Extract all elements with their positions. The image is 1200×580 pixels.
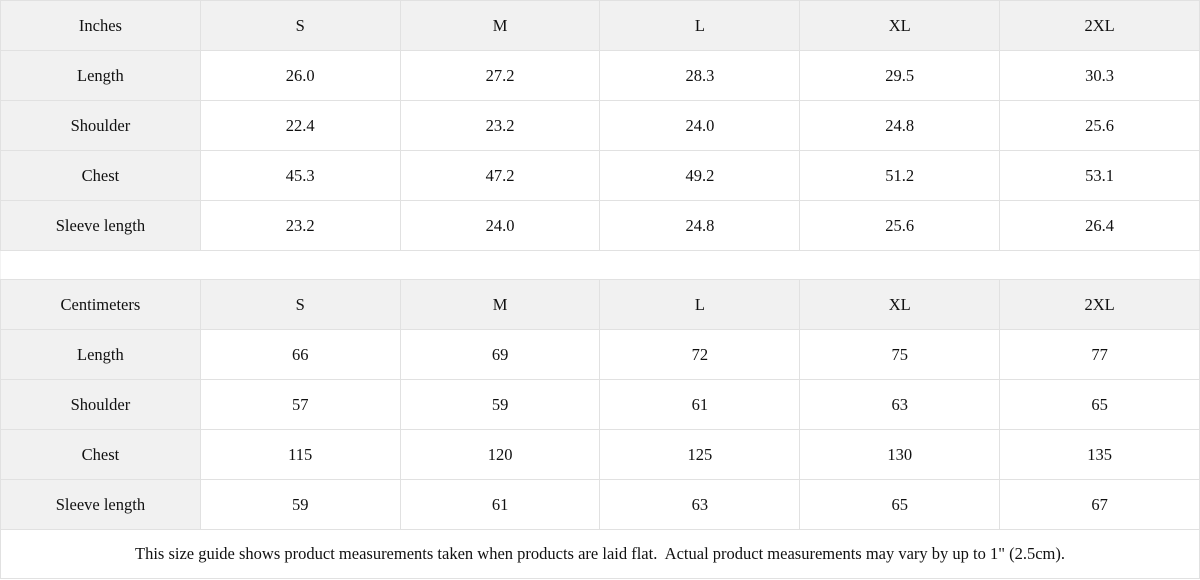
measurement-value: 22.4 [199,100,401,151]
size-column-header-xl: XL [799,279,1001,330]
measurement-value: 125 [599,429,801,480]
spacer-cell [0,250,1200,280]
measurement-value: 24.8 [799,100,1001,151]
measurement-value: 69 [399,329,601,380]
size-column-header-s: S [199,0,401,51]
measurement-value: 61 [399,479,601,530]
measurement-value: 25.6 [799,200,1001,251]
footer-note: This size guide shows product measuremen… [0,529,1200,579]
table-header-row: Centimeters S M L XL 2XL [0,279,1200,330]
footer-row: This size guide shows product measuremen… [0,529,1200,579]
measurement-label: Length [0,329,201,380]
table-row: Sleeve length 23.2 24.0 24.8 25.6 26.4 [0,200,1200,251]
size-column-header-l: L [599,279,801,330]
table-row: Shoulder 22.4 23.2 24.0 24.8 25.6 [0,100,1200,151]
table-header-row: Inches S M L XL 2XL [0,0,1200,51]
measurement-value: 61 [599,379,801,430]
size-column-header-l: L [599,0,801,51]
unit-label-centimeters: Centimeters [0,279,201,330]
measurement-value: 49.2 [599,150,801,201]
measurement-value: 57 [199,379,401,430]
spacer-row [0,250,1200,280]
table-row: Shoulder 57 59 61 63 65 [0,379,1200,430]
measurement-value: 53.1 [999,150,1200,201]
table-row: Length 26.0 27.2 28.3 29.5 30.3 [0,50,1200,101]
measurement-value: 75 [799,329,1001,380]
size-column-header-s: S [199,279,401,330]
measurement-value: 24.0 [599,100,801,151]
measurement-value: 26.4 [999,200,1200,251]
measurement-value: 67 [999,479,1200,530]
measurement-value: 30.3 [999,50,1200,101]
table-row: Length 66 69 72 75 77 [0,329,1200,380]
measurement-value: 45.3 [199,150,401,201]
measurement-value: 59 [199,479,401,530]
size-column-header-m: M [399,0,601,51]
measurement-value: 77 [999,329,1200,380]
measurement-value: 23.2 [199,200,401,251]
measurement-value: 28.3 [599,50,801,101]
measurement-value: 72 [599,329,801,380]
size-column-header-m: M [399,279,601,330]
measurement-label: Sleeve length [0,479,201,530]
measurement-value: 135 [999,429,1200,480]
measurement-value: 25.6 [999,100,1200,151]
measurement-value: 65 [999,379,1200,430]
measurement-label: Sleeve length [0,200,201,251]
table-row: Chest 115 120 125 130 135 [0,429,1200,480]
measurement-value: 27.2 [399,50,601,101]
measurement-value: 115 [199,429,401,480]
measurement-value: 65 [799,479,1001,530]
table-row: Chest 45.3 47.2 49.2 51.2 53.1 [0,150,1200,201]
measurement-label: Chest [0,150,201,201]
measurement-value: 63 [599,479,801,530]
measurement-value: 29.5 [799,50,1001,101]
table-row: Sleeve length 59 61 63 65 67 [0,479,1200,530]
measurement-label: Shoulder [0,100,201,151]
size-column-header-2xl: 2XL [999,279,1200,330]
unit-label-inches: Inches [0,0,201,51]
size-column-header-2xl: 2XL [999,0,1200,51]
measurement-label: Shoulder [0,379,201,430]
measurement-value: 24.0 [399,200,601,251]
size-column-header-xl: XL [799,0,1001,51]
measurement-label: Length [0,50,201,101]
measurement-value: 120 [399,429,601,480]
measurement-value: 23.2 [399,100,601,151]
measurement-value: 130 [799,429,1001,480]
measurement-value: 26.0 [199,50,401,101]
measurement-value: 59 [399,379,601,430]
measurement-label: Chest [0,429,201,480]
measurement-value: 47.2 [399,150,601,201]
measurement-value: 66 [199,329,401,380]
measurement-value: 51.2 [799,150,1001,201]
measurement-value: 63 [799,379,1001,430]
measurement-value: 24.8 [599,200,801,251]
